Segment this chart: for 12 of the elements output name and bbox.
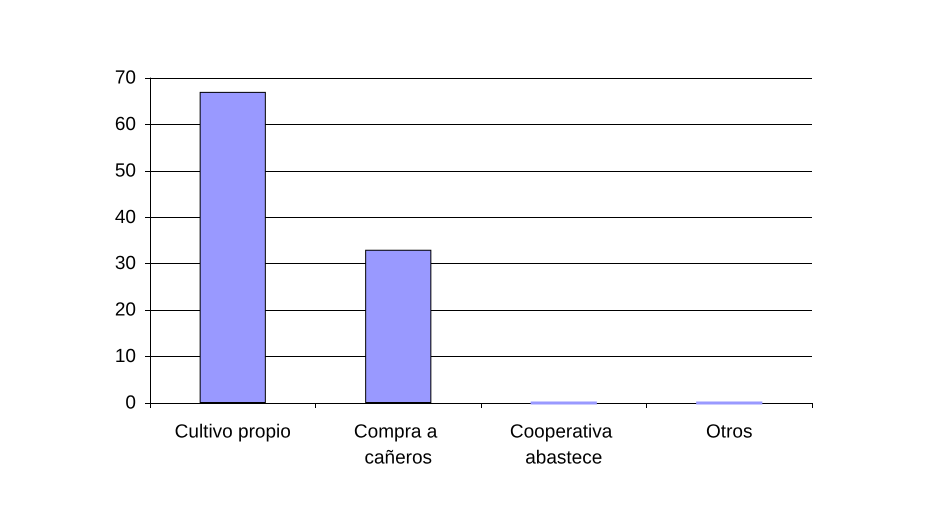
y-tick-label: 40 <box>114 206 136 228</box>
y-tick-label: 70 <box>114 68 136 88</box>
x-tick-label: Compra a cañeros <box>354 422 443 468</box>
y-tick-label: 0 <box>125 392 136 414</box>
x-tick-label: Cultivo propio <box>174 422 291 442</box>
y-tick-label: 50 <box>114 160 136 182</box>
y-tick-label: 30 <box>114 253 136 274</box>
x-tick-label: Otros <box>706 422 752 442</box>
y-tick-label: 60 <box>114 114 136 135</box>
y-tick-label: 10 <box>114 346 136 368</box>
x-tick-label: Cooperativa abastece <box>510 422 618 468</box>
y-tick-label: 20 <box>114 300 136 321</box>
